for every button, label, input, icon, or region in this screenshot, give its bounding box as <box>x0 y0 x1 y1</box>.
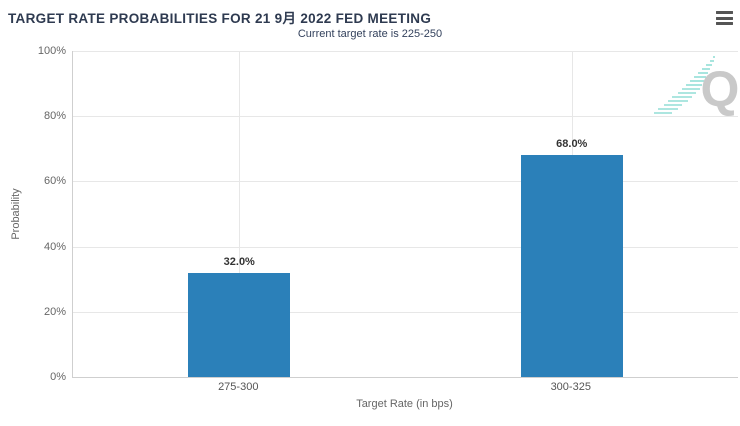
x-category-label: 275-300 <box>218 381 259 393</box>
chart-subtitle: Current target rate is 225-250 <box>297 28 443 40</box>
y-tick-label: 100% <box>37 45 66 57</box>
chart-title: TARGET RATE PROBABILITIES FOR 21 9月 2022… <box>8 11 432 26</box>
y-gridline <box>73 311 738 313</box>
y-tick-label: 20% <box>43 305 66 318</box>
probability-bar[interactable] <box>188 272 291 377</box>
plot-area: 32.0% 68.0% <box>72 51 738 378</box>
bar-value-label: 32.0% <box>223 255 255 268</box>
y-axis-title: Probability <box>10 188 22 240</box>
y-gridline <box>73 51 738 52</box>
y-tick-label: 40% <box>43 240 66 253</box>
category-gridline <box>239 51 241 377</box>
x-category-label: 300-325 <box>550 381 591 393</box>
y-tick-label: 0% <box>50 371 66 383</box>
y-tick-label: 80% <box>43 110 66 123</box>
x-axis-title: Target Rate (in bps) <box>356 398 453 410</box>
hamburger-menu-icon[interactable] <box>716 11 733 27</box>
bar-value-label: 68.0% <box>556 138 588 151</box>
y-gridline <box>73 181 738 183</box>
y-gridline <box>73 246 738 248</box>
probability-bar[interactable] <box>520 155 623 377</box>
y-tick-label: 60% <box>43 175 66 188</box>
y-gridline <box>73 116 738 118</box>
